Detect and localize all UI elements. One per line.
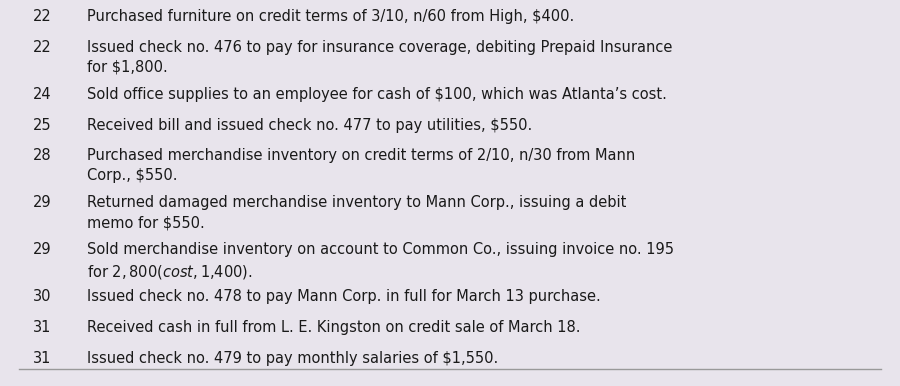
Text: 22: 22 [32,9,51,24]
Text: 28: 28 [32,149,51,164]
Text: Purchased furniture on credit terms of 3/10, n/60 from High, $400.: Purchased furniture on credit terms of 3… [86,9,574,24]
Text: 24: 24 [32,87,51,102]
Text: Sold office supplies to an employee for cash of $100, which was Atlanta’s cost.: Sold office supplies to an employee for … [86,87,667,102]
Text: 31: 31 [32,320,51,335]
Text: Issued check no. 479 to pay monthly salaries of $1,550.: Issued check no. 479 to pay monthly sala… [86,351,498,366]
Text: Purchased merchandise inventory on credit terms of 2/10, n/30 from Mann
Corp., $: Purchased merchandise inventory on credi… [86,149,634,183]
Text: Returned damaged merchandise inventory to Mann Corp., issuing a debit
memo for $: Returned damaged merchandise inventory t… [86,195,626,230]
Text: Received cash in full from L. E. Kingston on credit sale of March 18.: Received cash in full from L. E. Kingsto… [86,320,580,335]
Text: Received bill and issued check no. 477 to pay utilities, $550.: Received bill and issued check no. 477 t… [86,118,532,133]
Text: 29: 29 [32,242,51,257]
Text: Issued check no. 478 to pay Mann Corp. in full for March 13 purchase.: Issued check no. 478 to pay Mann Corp. i… [86,290,600,305]
Text: 31: 31 [32,351,51,366]
Text: 29: 29 [32,195,51,210]
Text: 30: 30 [32,290,51,305]
Text: Issued check no. 476 to pay for insurance coverage, debiting Prepaid Insurance
f: Issued check no. 476 to pay for insuranc… [86,40,672,74]
Text: 25: 25 [32,118,51,133]
Text: 22: 22 [32,40,51,55]
Text: Sold merchandise inventory on account to Common Co., issuing invoice no. 195
for: Sold merchandise inventory on account to… [86,242,673,281]
